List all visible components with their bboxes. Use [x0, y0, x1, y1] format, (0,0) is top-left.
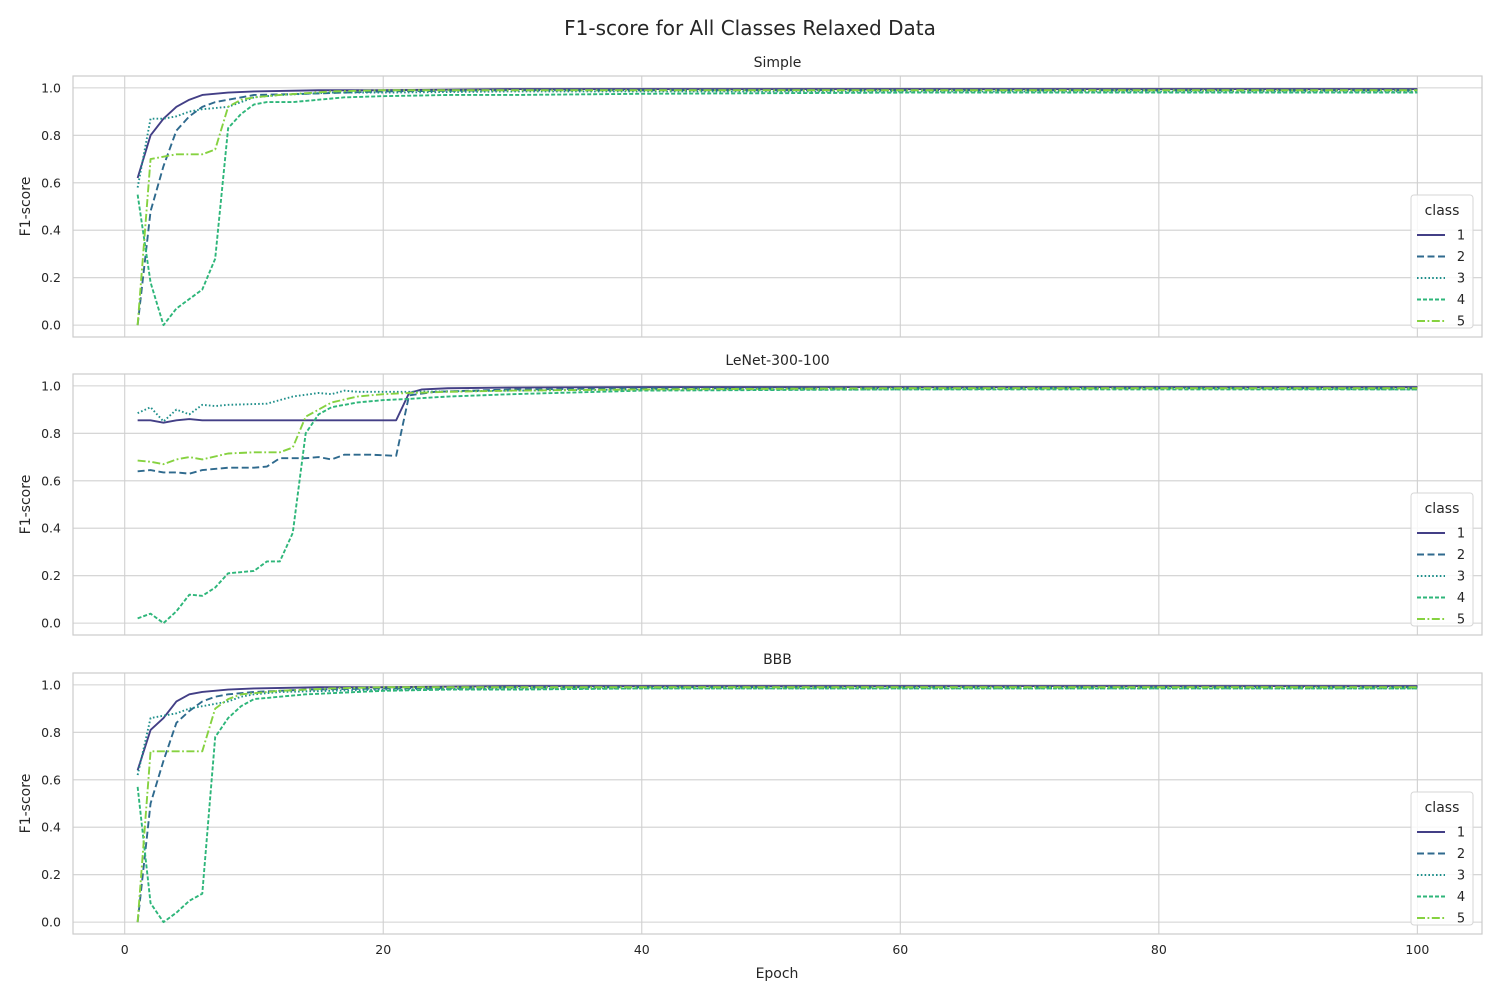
series-line-class-4 [137, 388, 1418, 625]
x-tick-label: 60 [892, 942, 908, 957]
panel-title: Simple [754, 55, 802, 71]
legend-label-class-2: 2 [1457, 847, 1465, 862]
legend-label-class-1: 1 [1457, 229, 1465, 244]
panel-title: BBB [763, 652, 792, 668]
x-tick-label: 100 [1405, 942, 1429, 957]
legend-title: class [1425, 203, 1460, 219]
legend-box [1410, 791, 1474, 926]
y-tick-label: 1.0 [41, 80, 61, 95]
legend-box [1410, 492, 1474, 627]
series-line-class-2 [137, 387, 1418, 475]
series-line-class-1 [136, 88, 1418, 179]
series-line-class-3 [136, 687, 1418, 776]
y-tick-label: 1.0 [41, 677, 61, 692]
legend-label-class-2: 2 [1457, 548, 1465, 563]
panel-title: LeNet-300-100 [725, 353, 829, 369]
series-line-class-2 [136, 686, 1418, 923]
y-axis-label: F1-score [18, 475, 34, 535]
legend-box [1410, 194, 1474, 329]
legend-label-class-4: 4 [1457, 293, 1465, 308]
y-tick-label: 0.6 [41, 175, 61, 190]
legend-label-class-5: 5 [1457, 613, 1465, 628]
y-tick-label: 0.4 [41, 820, 61, 835]
y-tick-label: 0.6 [41, 473, 61, 488]
axes-frame [72, 373, 1483, 636]
series-line-class-5 [136, 89, 1418, 326]
legend-label-class-3: 3 [1457, 272, 1465, 287]
y-tick-label: 0.2 [41, 568, 61, 583]
legend-label-class-2: 2 [1457, 250, 1465, 265]
y-axis-label: F1-score [18, 774, 34, 834]
y-tick-label: 0.8 [41, 128, 61, 143]
y-tick-label: 1.0 [41, 378, 61, 393]
y-tick-label: 0.2 [41, 270, 61, 285]
y-tick-label: 0.6 [41, 772, 61, 787]
legend-title: class [1425, 800, 1460, 816]
legend-label-class-1: 1 [1457, 826, 1465, 841]
legend-label-class-3: 3 [1457, 570, 1465, 585]
legend-label-class-3: 3 [1457, 869, 1465, 884]
y-tick-label: 0.4 [41, 223, 61, 238]
series-line-class-4 [136, 91, 1418, 327]
x-tick-label: 0 [121, 942, 129, 957]
series-line-class-1 [137, 386, 1418, 424]
series-line-class-5 [137, 387, 1418, 466]
y-tick-label: 0.2 [41, 867, 61, 882]
series-line-class-3 [136, 90, 1418, 188]
legend-label-class-4: 4 [1457, 591, 1465, 606]
grid [73, 673, 1482, 934]
y-tick-label: 0.0 [41, 318, 61, 333]
panel-0: Simple 0.0 0.2 0.4 0.6 0.8 1.0 F1-score class 1 2 3… [18, 55, 1483, 338]
axes-frame [72, 75, 1483, 338]
x-tick-label: 40 [634, 942, 650, 957]
x-axis-label: Epoch [756, 966, 799, 982]
series-line-class-2 [136, 89, 1418, 326]
series-line-class-4 [136, 687, 1418, 924]
axes-frame [72, 672, 1483, 935]
grid [73, 76, 1482, 337]
series-line-class-1 [136, 685, 1418, 771]
panel-1: LeNet-300-100 0.0 0.2 0.4 0.6 0.8 1.0 F1-score c… [18, 353, 1483, 636]
series-line-class-5 [136, 686, 1418, 923]
legend-label-class-1: 1 [1457, 527, 1465, 542]
grid [73, 374, 1482, 635]
series-line-class-3 [137, 387, 1418, 423]
legend-label-class-5: 5 [1457, 315, 1465, 330]
panel-2: BBB 0.0 0.2 0.4 0.6 0.8 1.0 0 20 40 60 80 100 F1-scor… [18, 652, 1483, 957]
legend-label-class-4: 4 [1457, 890, 1465, 905]
legend: class 1 2 3 4 5 [1410, 194, 1474, 330]
legend: class 1 2 3 4 5 [1410, 791, 1474, 927]
x-tick-label: 20 [375, 942, 391, 957]
legend: class 1 2 3 4 5 [1410, 492, 1474, 628]
y-tick-label: 0.8 [41, 426, 61, 441]
y-tick-label: 0.0 [41, 616, 61, 631]
chart-title: F1-score for All Classes Relaxed Data [564, 16, 936, 40]
legend-title: class [1425, 501, 1460, 517]
legend-label-class-5: 5 [1457, 912, 1465, 927]
x-tick-label: 80 [1151, 942, 1167, 957]
y-tick-label: 0.0 [41, 915, 61, 930]
y-tick-label: 0.4 [41, 521, 61, 536]
panels: Simple 0.0 0.2 0.4 0.6 0.8 1.0 F1-score class 1 2 3… [18, 55, 1483, 957]
y-tick-label: 0.8 [41, 725, 61, 740]
y-axis-label: F1-score [18, 177, 34, 237]
